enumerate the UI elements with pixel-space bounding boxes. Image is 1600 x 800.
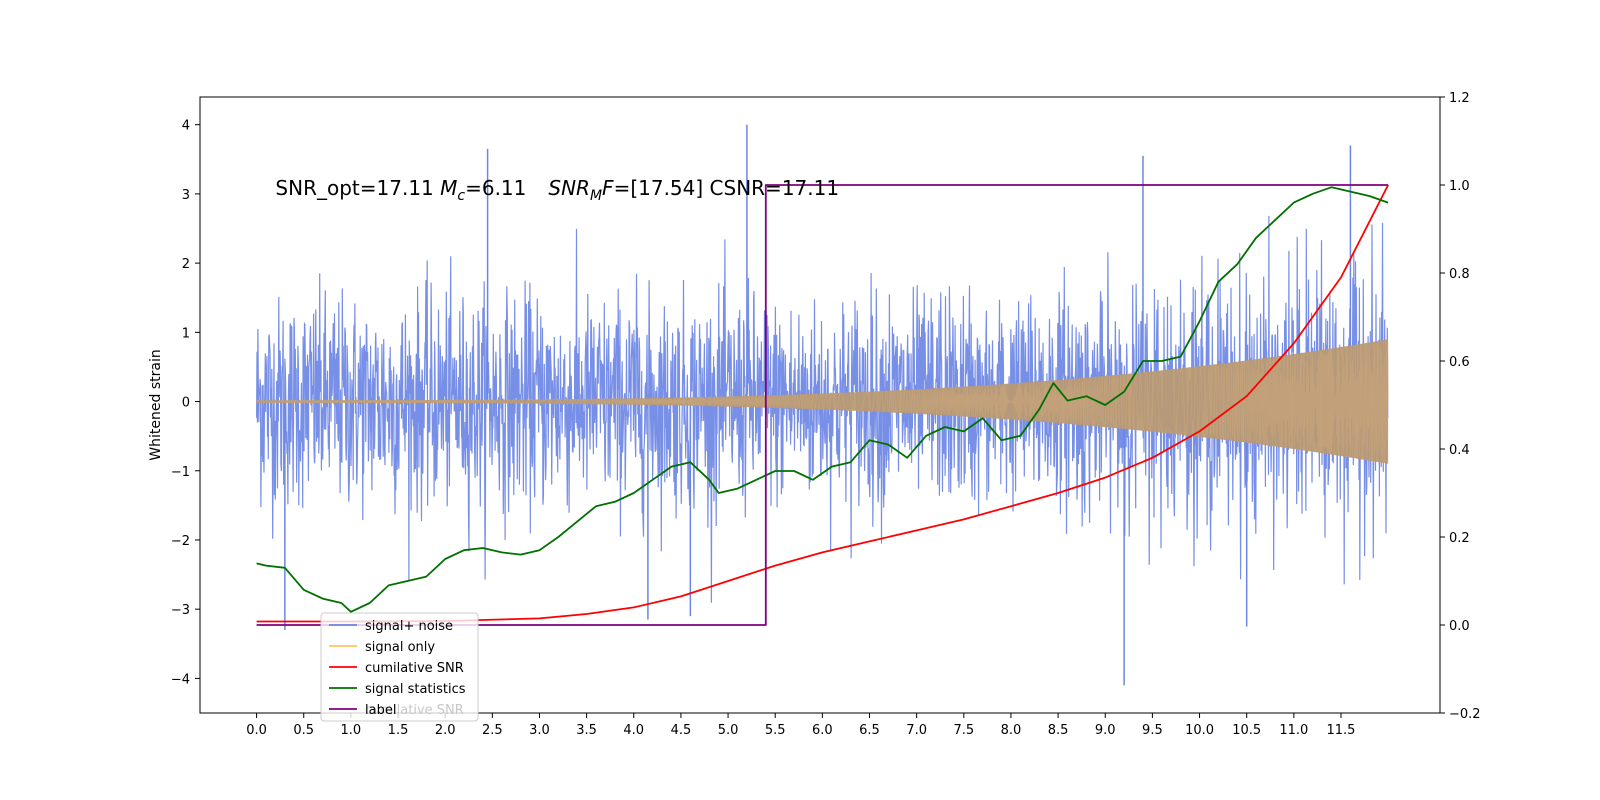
x-tick-label: 0.0 <box>246 723 267 738</box>
y-axis-left: −4 −3 −2 −1 0 1 2 3 4 <box>171 119 200 687</box>
plot-area <box>199 96 1441 714</box>
x-tick-label: 6.0 <box>812 723 833 738</box>
x-tick-label: 11.5 <box>1327 723 1356 738</box>
legend: cumilative SNR signal+ noise signal only cu… <box>320 612 479 722</box>
x-axis: 0.0 0.5 1.0 1.5 2.0 2.5 3.0 3.5 4.0 4.5 5.0 5.5 6.0 6… <box>246 713 1355 738</box>
legend-entry: signal+ noise <box>365 619 453 634</box>
y-axis-label: Whitened strain <box>148 349 164 460</box>
x-tick-label: 9.5 <box>1142 723 1163 738</box>
snr-annotation: SNR_opt=17.11 Mc=6.11 SNRMF=[17.54] CSNR=… <box>275 176 839 204</box>
signal-only-line <box>256 341 1389 464</box>
x-tick-label: 1.0 <box>341 723 362 738</box>
y-right-tick-label: 0.4 <box>1449 443 1470 458</box>
y-right-tick-label: 0.6 <box>1449 355 1470 370</box>
x-tick-label: 10.0 <box>1185 723 1214 738</box>
y-left-tick-label: −1 <box>171 465 190 480</box>
x-tick-label: 5.5 <box>765 723 786 738</box>
x-tick-label: 6.5 <box>859 723 880 738</box>
x-tick-label: 11.0 <box>1279 723 1308 738</box>
plot-frame <box>199 96 1441 714</box>
y-left-tick-label: 1 <box>182 326 190 341</box>
legend-ghost-text: cumilative SNR <box>365 703 464 718</box>
y-right-tick-label: 1.2 <box>1449 91 1470 106</box>
y-left-tick-label: 4 <box>182 119 190 134</box>
y-left-tick-label: 3 <box>182 188 190 203</box>
x-tick-label: 1.5 <box>388 723 409 738</box>
series-signal-statistics <box>256 186 1389 613</box>
x-tick-label: 3.0 <box>529 723 550 738</box>
annotation-mf-value: =[17.54] CSNR=17.11 <box>614 176 840 200</box>
x-tick-label: 3.5 <box>576 723 597 738</box>
legend-entry: cumilative SNR <box>365 661 464 676</box>
legend-box <box>320 612 479 722</box>
x-tick-label: 7.5 <box>953 723 974 738</box>
y-left-tick-label: −3 <box>171 603 190 618</box>
y-right-tick-label: 0.8 <box>1449 267 1470 282</box>
x-tick-label: 8.5 <box>1048 723 1069 738</box>
x-tick-label: 2.5 <box>482 723 503 738</box>
series-label <box>256 184 1389 626</box>
y-right-tick-label: 1.0 <box>1449 179 1470 194</box>
x-tick-label: 8.0 <box>1001 723 1022 738</box>
x-tick-label: 4.5 <box>671 723 692 738</box>
y-left-tick-label: −2 <box>171 534 190 549</box>
y-right-tick-label: 0.0 <box>1449 619 1470 634</box>
y-right-tick-label: 0.2 <box>1449 531 1470 546</box>
legend-entry: signal statistics <box>365 682 466 697</box>
annotation-mf-symbol: SNR <box>548 176 590 200</box>
legend-entry: label <box>365 703 396 718</box>
series-cumilative-snr <box>256 184 1389 623</box>
annotation-mc-symbol: M <box>440 176 457 200</box>
annotation-mf-sym2: F <box>602 176 614 200</box>
y-left-tick-label: 0 <box>182 396 190 411</box>
x-tick-label: 7.0 <box>906 723 927 738</box>
y-right-tick-label: −0.2 <box>1449 707 1481 722</box>
x-tick-label: 4.0 <box>623 723 644 738</box>
x-tick-label: 2.0 <box>435 723 456 738</box>
series-signal-only <box>256 339 1389 464</box>
x-tick-label: 9.0 <box>1095 723 1116 738</box>
x-tick-label: 0.5 <box>293 723 314 738</box>
x-tick-label: 10.5 <box>1232 723 1261 738</box>
legend-entry: signal only <box>365 640 435 655</box>
y-axis-right: −0.2 0.0 0.2 0.4 0.6 0.8 1.0 1.2 <box>1440 91 1481 722</box>
annotation-mc-sub: c <box>457 188 465 204</box>
annotation-mf-sub: M <box>590 188 602 204</box>
annotation-prefix: SNR_opt=17.11 <box>275 176 440 200</box>
y-left-tick-label: 2 <box>182 257 190 272</box>
y-left-tick-label: −4 <box>171 672 190 687</box>
x-tick-label: 5.0 <box>718 723 739 738</box>
annotation-mc-value: =6.11 <box>465 176 526 200</box>
